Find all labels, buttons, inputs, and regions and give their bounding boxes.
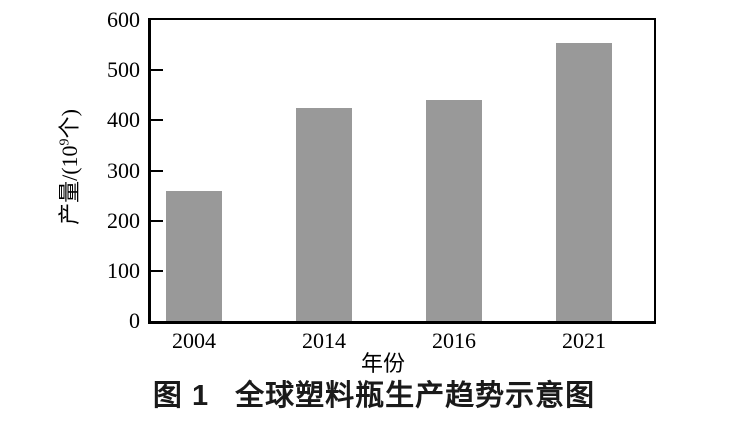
figure-caption-text: 全球塑料瓶生产趋势示意图 [235, 380, 596, 412]
x-axis-tick-label: 2014 [302, 328, 346, 353]
x-axis-title: 年份 [360, 351, 405, 376]
y-axis-title-exponent: 9 [57, 138, 73, 146]
y-axis-tick-mark [151, 69, 163, 72]
y-axis-tick-mark [151, 219, 163, 222]
y-axis-tick-label: 400 [107, 107, 140, 133]
y-axis-tick-mark [151, 169, 163, 172]
y-axis-tick-label: 0 [129, 308, 140, 333]
x-axis-tick-label: 2021 [562, 328, 606, 353]
y-axis-tick-label: 500 [107, 57, 140, 83]
y-axis-tick-label: 100 [107, 257, 140, 283]
y-axis-tick-mark [151, 119, 163, 122]
y-axis-tick-label: 200 [107, 207, 140, 233]
y-axis-tick-label: 300 [107, 157, 140, 183]
figure-caption: 图 1 全球塑料瓶生产趋势示意图 [0, 379, 748, 413]
bar-2014 [296, 108, 352, 321]
plot-area [148, 18, 656, 324]
figure-caption-number: 图 1 [152, 380, 210, 412]
bar-2021 [556, 43, 612, 321]
y-axis-tick-label: 600 [107, 7, 140, 32]
x-axis-tick-label: 2016 [432, 328, 476, 353]
x-axis-tick-label: 2004 [172, 328, 216, 353]
bar-2016 [426, 100, 482, 321]
bar-2004 [166, 191, 222, 321]
y-axis-tick-mark [151, 269, 163, 272]
